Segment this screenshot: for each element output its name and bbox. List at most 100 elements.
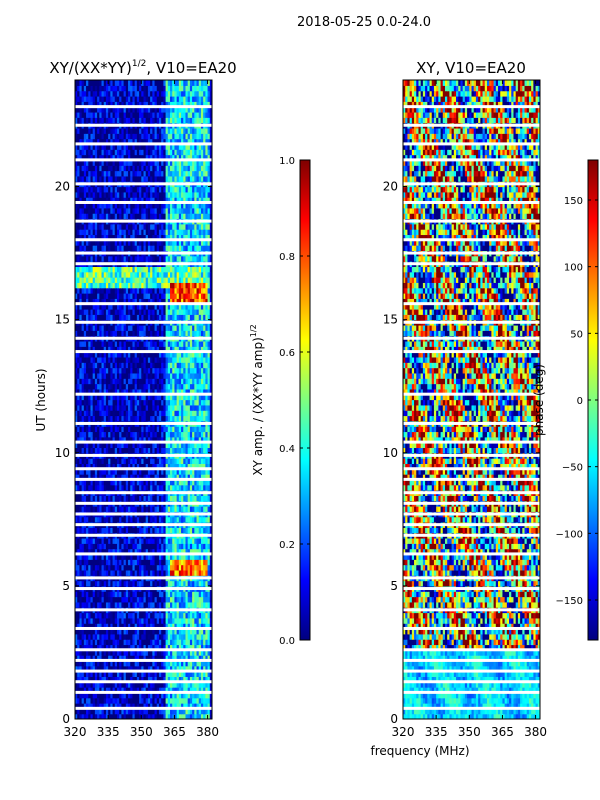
heatmap-cell <box>176 601 180 608</box>
heatmap-cell <box>141 378 145 385</box>
heatmap-cell <box>205 703 209 709</box>
heatmap-cell <box>181 388 184 395</box>
heatmap-cell <box>143 623 147 630</box>
heatmap-cell <box>172 303 176 310</box>
heatmap-cell <box>134 527 138 534</box>
heatmap-cell <box>174 298 178 305</box>
heatmap-cell <box>192 527 195 534</box>
heatmap-cell <box>158 442 162 449</box>
heatmap-cell <box>110 308 114 315</box>
heatmap-cell <box>189 447 193 454</box>
heatmap-cell <box>170 692 173 699</box>
heatmap-cell <box>207 378 211 385</box>
heatmap-cell <box>150 580 153 587</box>
heatmap-cell <box>110 591 114 598</box>
heatmap-cell <box>203 623 206 630</box>
heatmap-cell <box>158 687 162 693</box>
heatmap-cell <box>125 559 129 566</box>
heatmap-cell <box>105 639 109 646</box>
heatmap-cell <box>172 383 176 390</box>
heatmap-cell <box>147 569 151 576</box>
heatmap-cell <box>174 516 178 523</box>
heatmap-cell <box>88 495 92 502</box>
heatmap-cell <box>77 596 81 603</box>
heatmap-cell <box>185 703 189 709</box>
heatmap-cell <box>189 692 193 699</box>
heatmap-cell <box>81 383 85 390</box>
heatmap-cell <box>116 596 120 603</box>
heatmap-cell <box>132 447 136 454</box>
heatmap-cell <box>183 474 187 480</box>
heatmap-cell <box>172 372 176 379</box>
heatmap-cell <box>103 692 107 699</box>
heatmap-cell <box>75 649 78 656</box>
heatmap-cell <box>174 708 178 715</box>
heatmap-cell <box>207 340 211 347</box>
heatmap-cell <box>189 362 193 369</box>
heatmap-cell <box>143 404 147 411</box>
heatmap-cell <box>145 468 149 475</box>
heatmap-cell <box>112 431 116 438</box>
heatmap-cell <box>94 665 98 672</box>
heatmap-cell <box>97 697 100 704</box>
heatmap-cell <box>174 383 178 390</box>
heatmap-cell <box>172 697 176 704</box>
heatmap-cell <box>143 308 147 315</box>
heatmap-cell <box>150 692 153 699</box>
heatmap-cell <box>123 468 127 475</box>
heatmap-cell <box>139 447 142 454</box>
heatmap-cell <box>147 644 151 651</box>
heatmap-cell <box>183 553 187 560</box>
heatmap-cell <box>143 697 147 704</box>
heatmap-cell <box>105 527 109 534</box>
heatmap-cell <box>75 458 78 464</box>
heatmap-cell <box>134 415 138 422</box>
heatmap-cell <box>101 410 105 417</box>
heatmap-cell <box>141 564 145 571</box>
heatmap-cell <box>143 388 147 395</box>
heatmap-cell <box>92 564 96 571</box>
heatmap-cell <box>172 463 176 470</box>
heatmap-cell <box>141 340 145 347</box>
heatmap-cell <box>99 468 103 475</box>
heatmap-cell <box>114 569 118 576</box>
heatmap-cell <box>207 415 211 422</box>
heatmap-cell <box>121 415 125 422</box>
heatmap-cell <box>161 426 164 433</box>
heatmap-cell <box>90 713 94 719</box>
heatmap-cell <box>181 591 184 598</box>
heatmap-cell <box>147 308 151 315</box>
heatmap-cell <box>99 356 103 363</box>
heatmap-cell <box>121 628 125 635</box>
heatmap-cell <box>178 660 182 667</box>
heatmap-cell <box>119 713 122 719</box>
heatmap-cell <box>156 601 160 608</box>
heatmap-cell <box>141 559 145 566</box>
heatmap-cell <box>183 436 187 443</box>
heatmap-cell <box>105 431 109 438</box>
heatmap-cell <box>147 367 151 374</box>
heatmap-cell <box>105 660 109 667</box>
heatmap-cell <box>81 447 85 454</box>
heatmap-cell <box>209 676 212 683</box>
heatmap-cell <box>105 351 109 358</box>
heatmap-cell <box>158 553 162 560</box>
heatmap-cell <box>99 713 103 719</box>
heatmap-cell <box>136 495 140 502</box>
heatmap-cell <box>75 713 78 719</box>
heatmap-cell <box>207 660 211 667</box>
heatmap-cell <box>79 378 83 385</box>
heatmap-cell <box>134 442 138 449</box>
heatmap-cell <box>92 633 96 640</box>
heatmap-cell <box>97 340 100 347</box>
heatmap-cell <box>143 537 147 544</box>
heatmap-cell <box>194 362 198 369</box>
heatmap-cell <box>94 367 98 374</box>
heatmap-cell <box>167 559 171 566</box>
heatmap-cell <box>94 447 98 454</box>
heatmap-cell <box>158 340 162 347</box>
heatmap-cell <box>105 474 109 480</box>
heatmap-cell <box>185 665 189 672</box>
heatmap-cell <box>178 324 182 331</box>
heatmap-cell <box>90 479 94 486</box>
